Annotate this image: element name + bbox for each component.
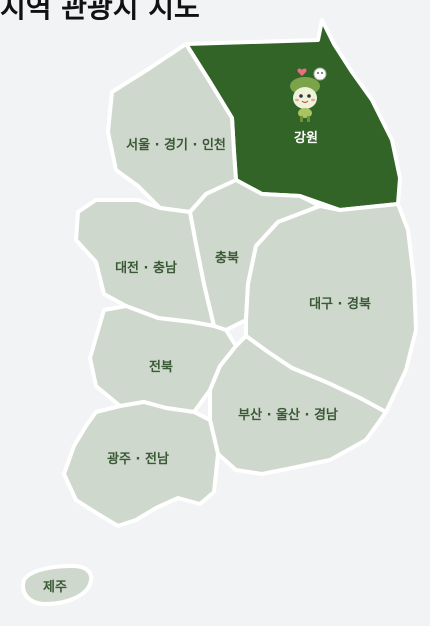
mascot-icon xyxy=(290,67,327,122)
region-jeju-shape xyxy=(21,564,94,606)
region-busan-ulsan-gyeongnam-shape xyxy=(208,334,388,476)
region-jeju-label: 제주 xyxy=(43,580,67,595)
region-seoul-gyeonggi-incheon[interactable]: 서울 · 경기 · 인천 xyxy=(106,42,238,214)
region-daegu-gyeongbuk-label: 대구 · 경북 xyxy=(309,296,371,312)
region-gwangju-jeonnam[interactable]: 광주 · 전남 xyxy=(62,400,220,528)
page-title: 지역 관광지 지도 xyxy=(0,0,200,24)
region-busan-ulsan-gyeongnam-label: 부산 · 울산 · 경남 xyxy=(238,407,338,423)
region-gwangju-jeonnam-shape xyxy=(62,400,220,528)
region-seoul-gyeonggi-incheon-label: 서울 · 경기 · 인천 xyxy=(126,137,226,153)
region-chungbuk-label: 충북 xyxy=(215,250,239,266)
region-gwangju-jeonnam-label: 광주 · 전남 xyxy=(107,451,169,467)
region-gangwon-label: 강원 xyxy=(294,130,318,146)
region-busan-ulsan-gyeongnam[interactable]: 부산 · 울산 · 경남 xyxy=(208,334,388,476)
region-jeju[interactable]: 제주 xyxy=(21,564,94,606)
region-daejeon-chungnam-label: 대전 · 충남 xyxy=(115,260,177,276)
region-jeonbuk-label: 전북 xyxy=(149,359,173,375)
